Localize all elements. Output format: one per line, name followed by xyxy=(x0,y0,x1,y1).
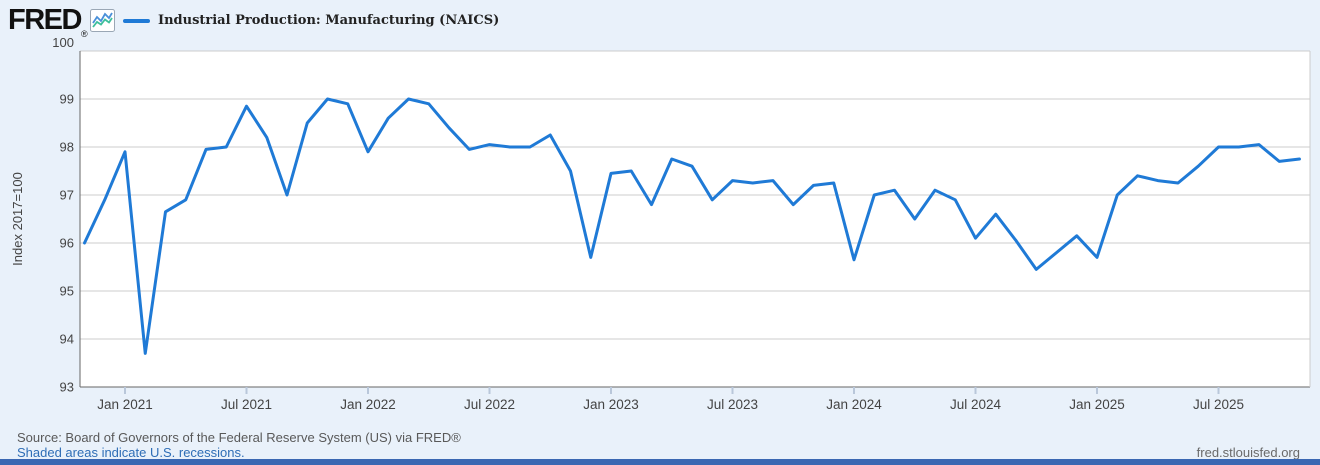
x-tick-label: Jan 2022 xyxy=(340,397,396,412)
y-tick-label: 94 xyxy=(60,332,74,347)
y-tick-label: 95 xyxy=(60,284,74,299)
y-tick-label: 100 xyxy=(52,35,74,50)
y-tick-label: 96 xyxy=(60,236,74,251)
fred-graph-icon xyxy=(90,9,115,32)
x-tick-label: Jul 2023 xyxy=(707,397,758,412)
x-tick-label: Jul 2021 xyxy=(221,397,272,412)
x-tick-label: Jan 2025 xyxy=(1069,397,1125,412)
plot-area xyxy=(80,51,1310,387)
x-tick-label: Jul 2025 xyxy=(1193,397,1244,412)
y-tick-label: 93 xyxy=(60,380,74,395)
fred-logo: FRED® xyxy=(8,4,88,39)
x-tick-label: Jan 2021 xyxy=(97,397,153,412)
x-tick-label: Jan 2023 xyxy=(583,397,639,412)
source-text: Source: Board of Governors of the Federa… xyxy=(17,430,461,445)
y-axis-title: Index 2017=100 xyxy=(10,172,25,266)
legend-line-swatch xyxy=(123,19,150,23)
x-tick-label: Jul 2024 xyxy=(950,397,1002,412)
y-tick-label: 98 xyxy=(60,140,74,155)
y-tick-label: 99 xyxy=(60,92,74,107)
x-tick-label: Jul 2022 xyxy=(464,397,515,412)
y-tick-label: 97 xyxy=(60,188,74,203)
bottom-accent-bar xyxy=(0,459,1320,465)
x-tick-label: Jan 2024 xyxy=(826,397,882,412)
fred-site-label: fred.stlouisfed.org xyxy=(1196,445,1300,460)
recessions-link[interactable]: Shaded areas indicate U.S. recessions. xyxy=(17,445,245,460)
registered-mark: ® xyxy=(80,29,88,39)
series-title: Industrial Production: Manufacturing (NA… xyxy=(158,13,500,28)
data-line-series xyxy=(83,97,1301,355)
